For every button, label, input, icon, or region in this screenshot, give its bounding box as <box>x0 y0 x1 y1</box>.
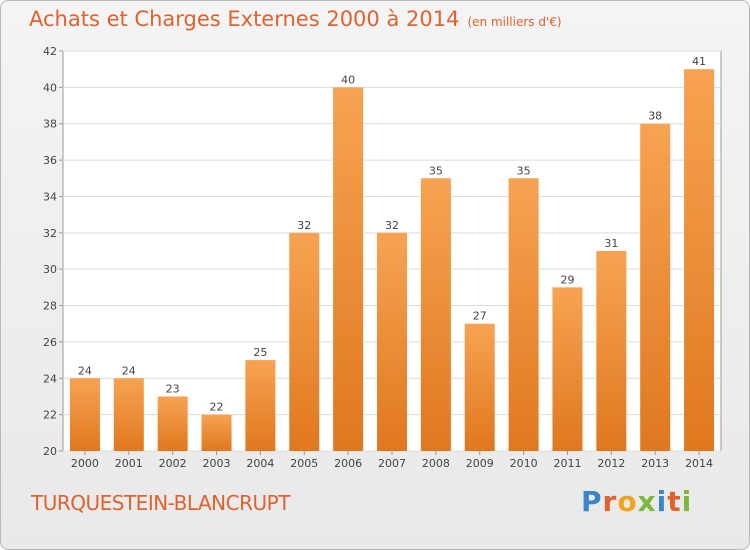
x-tick-label-2004: 2004 <box>246 457 274 470</box>
chart-subtitle: (en milliers d'€) <box>467 15 562 29</box>
y-tick-label: 28 <box>43 300 57 313</box>
y-tick-label: 30 <box>43 263 57 276</box>
y-tick-label: 20 <box>43 445 57 458</box>
x-axis: 2000 2001 2002 2003 2004 2005 2006 2007 2008 2009… <box>71 451 713 470</box>
y-tick-label: 36 <box>43 154 57 167</box>
x-tick-label-2006: 2006 <box>334 457 362 470</box>
logo-letter: i <box>656 485 668 518</box>
data-label-2001: 24 <box>122 364 136 377</box>
bar-2010[interactable] <box>508 178 539 452</box>
bar-2004[interactable] <box>245 360 276 451</box>
x-tick-label-2002: 2002 <box>159 457 187 470</box>
data-label-2009: 27 <box>473 310 487 323</box>
bar-2002[interactable] <box>157 396 188 451</box>
logo-letter: t <box>667 485 682 518</box>
x-tick-label-2009: 2009 <box>466 457 494 470</box>
data-label-2003: 22 <box>210 401 224 414</box>
data-label-2000: 24 <box>78 364 92 377</box>
data-label-2007: 32 <box>385 219 399 232</box>
chart-title-text: Achats et Charges Externes 2000 à 2014 <box>29 7 460 31</box>
y-tick-label: 26 <box>43 336 57 349</box>
data-label-2011: 29 <box>560 273 574 286</box>
bar-2008[interactable] <box>420 178 451 452</box>
bar-2007[interactable] <box>377 232 407 451</box>
bars: 24 24 23 22 25 32 40 32 35 27 35 29 31 38 41 <box>69 55 715 452</box>
y-tick-label: 22 <box>43 409 57 422</box>
x-tick-label-2007: 2007 <box>378 457 406 470</box>
logo-letter: r <box>602 485 618 518</box>
logo-letter: o <box>617 485 638 518</box>
y-tick-label: 40 <box>43 81 57 94</box>
x-tick-label-2011: 2011 <box>553 457 581 470</box>
x-tick-label-2012: 2012 <box>597 457 625 470</box>
x-tick-label-2003: 2003 <box>203 457 231 470</box>
y-axis: 20 22 24 26 28 30 32 34 36 38 40 42 <box>43 45 63 458</box>
data-label-2008: 35 <box>429 164 443 177</box>
bar-2006[interactable] <box>333 87 364 451</box>
proxiti-logo[interactable]: Proxiti <box>581 485 692 518</box>
x-tick-label-2005: 2005 <box>290 457 318 470</box>
data-label-2004: 25 <box>253 346 267 359</box>
bar-2001[interactable] <box>113 378 144 451</box>
bar-2011[interactable] <box>552 287 583 451</box>
x-tick-label-2010: 2010 <box>510 457 538 470</box>
y-tick-label: 32 <box>43 227 57 240</box>
logo-letter: x <box>637 485 657 518</box>
data-label-2013: 38 <box>648 110 662 123</box>
bar-2014[interactable] <box>684 69 715 451</box>
location-name: TURQUESTEIN-BLANCRUPT <box>31 491 290 515</box>
x-tick-label-2008: 2008 <box>422 457 450 470</box>
chart-title: Achats et Charges Externes 2000 à 2014 (e… <box>29 7 562 31</box>
bar-2003[interactable] <box>201 414 232 451</box>
x-tick-label-2014: 2014 <box>685 457 713 470</box>
bar-2005[interactable] <box>289 232 320 451</box>
data-label-2010: 35 <box>517 164 531 177</box>
logo-letter: i <box>681 485 693 518</box>
x-tick-label-2001: 2001 <box>115 457 143 470</box>
y-tick-label: 24 <box>43 372 57 385</box>
bar-2013[interactable] <box>640 123 671 452</box>
x-tick-label-2000: 2000 <box>71 457 99 470</box>
data-label-2002: 23 <box>166 382 180 395</box>
bar-2009[interactable] <box>464 323 495 451</box>
y-tick-label: 34 <box>43 190 57 203</box>
data-label-2005: 32 <box>297 219 311 232</box>
data-label-2012: 31 <box>604 237 618 250</box>
logo-letter: P <box>581 485 603 518</box>
data-label-2006: 40 <box>341 73 355 86</box>
x-tick-label-2013: 2013 <box>641 457 669 470</box>
y-tick-label: 38 <box>43 118 57 131</box>
bar-2012[interactable] <box>596 251 627 451</box>
bar-2000[interactable] <box>69 378 100 451</box>
data-label-2014: 41 <box>692 55 706 68</box>
y-tick-label: 42 <box>43 45 57 58</box>
